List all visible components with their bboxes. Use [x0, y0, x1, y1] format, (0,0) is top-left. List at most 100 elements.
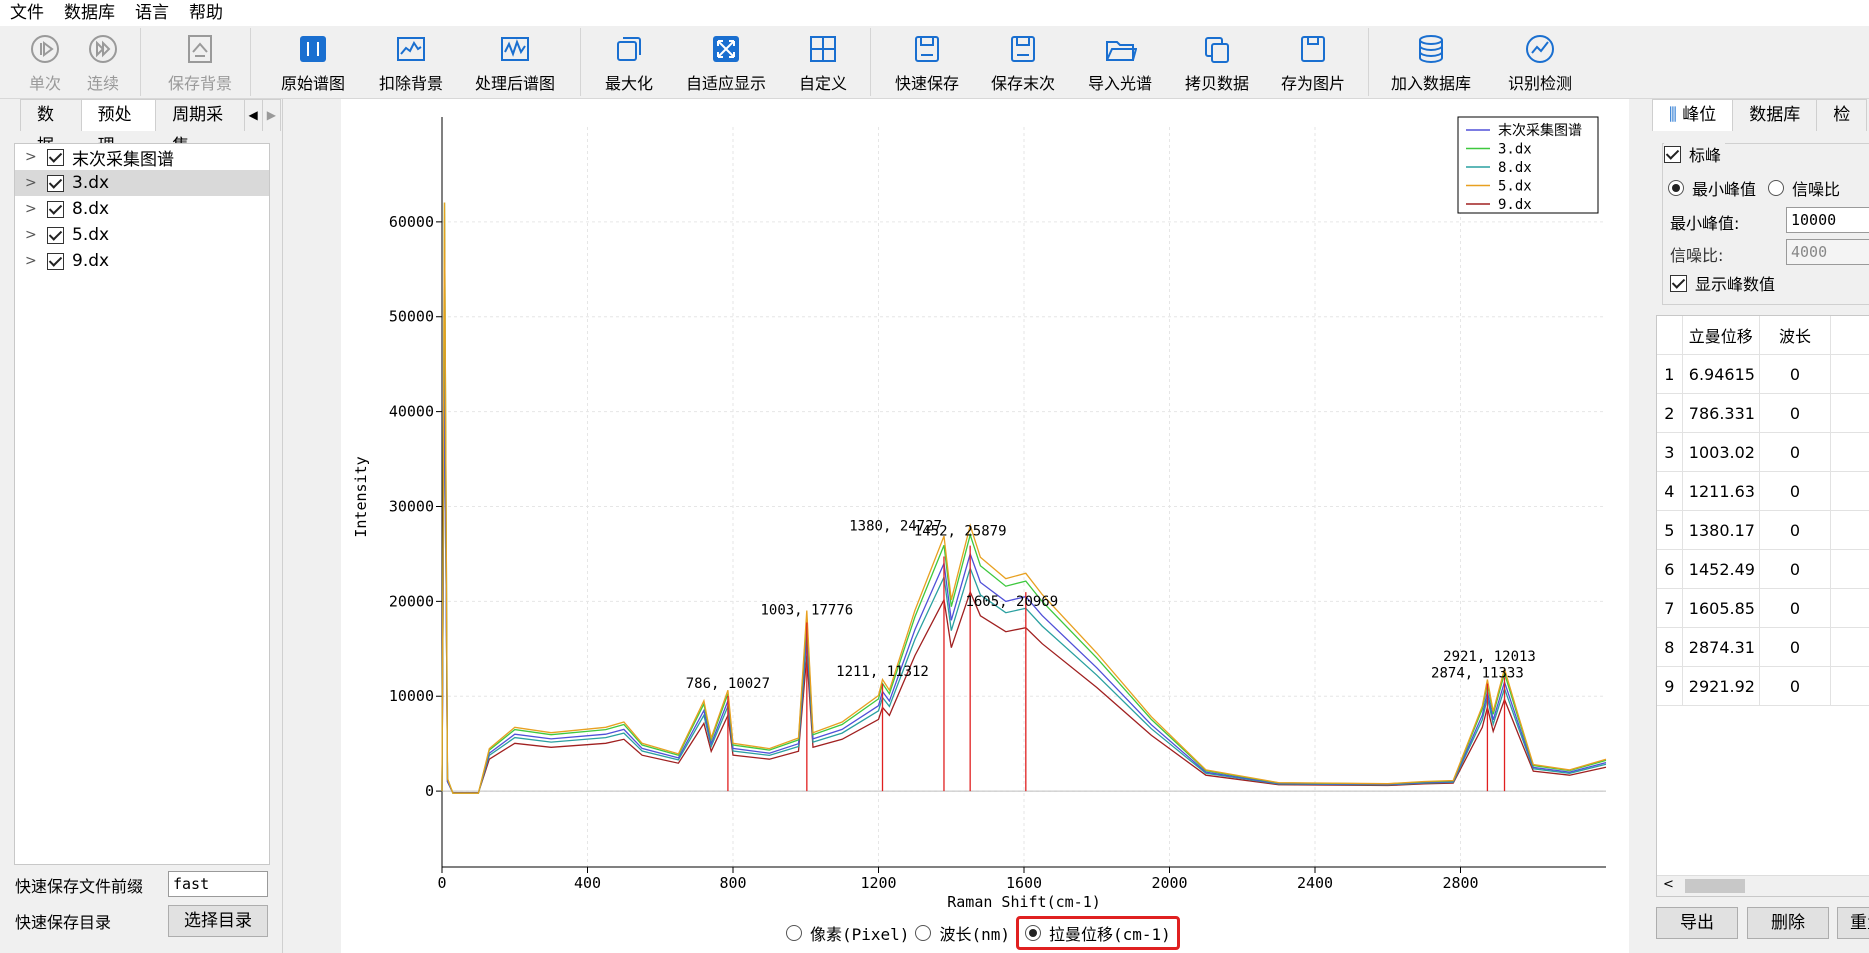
table-row[interactable]: 2 786.331 0	[1657, 393, 1869, 433]
menu-help[interactable]: 帮助	[189, 3, 223, 23]
raman-shift-cell[interactable]: 2874.31	[1682, 627, 1761, 667]
tree-item-checkbox[interactable]	[47, 174, 64, 192]
raman-shift-cell[interactable]: 1452.49	[1682, 549, 1761, 589]
wavelength-cell[interactable]: 0	[1759, 666, 1831, 706]
empty-cell[interactable]	[1830, 471, 1869, 511]
mark-peak-checkbox[interactable]	[1664, 145, 1681, 163]
tab-peaks[interactable]: ⫼ 峰位	[1652, 99, 1734, 131]
table-row[interactable]: 8 2874.31 0	[1657, 627, 1869, 667]
horizontal-scrollbar[interactable]: <	[1657, 875, 1869, 896]
export-button[interactable]: 导出	[1656, 907, 1738, 939]
delete-button[interactable]: 删除	[1747, 907, 1829, 939]
column-header-raman[interactable]: 立曼位移	[1682, 316, 1761, 355]
wavelength-cell[interactable]: 0	[1759, 510, 1831, 550]
show-values-row[interactable]: 显示峰数值	[1670, 271, 1775, 295]
chevron-right-icon[interactable]: >	[25, 227, 37, 243]
raman-shift-cell[interactable]: 2921.92	[1682, 666, 1761, 706]
quick-save-button[interactable]: 快速保存	[882, 32, 972, 96]
snr-input[interactable]	[1786, 239, 1869, 265]
add-database-button[interactable]: 加入数据库	[1386, 32, 1476, 96]
column-header-wavelength[interactable]: 波长	[1759, 316, 1831, 355]
tree-item[interactable]: >9.dx	[15, 248, 269, 274]
empty-cell[interactable]	[1830, 549, 1869, 589]
snr-radio[interactable]	[1768, 180, 1785, 196]
raman-shift-cell[interactable]: 1380.17	[1682, 510, 1761, 550]
raman-shift-cell[interactable]: 1211.63	[1682, 471, 1761, 511]
tab-scroll-right-button[interactable]: ▶	[261, 99, 281, 131]
table-row[interactable]: 5 1380.17 0	[1657, 510, 1869, 550]
menu-database[interactable]: 数据库	[64, 3, 115, 23]
choose-directory-button[interactable]: 选择目录	[168, 905, 268, 937]
tree-item[interactable]: >5.dx	[15, 222, 269, 248]
tab-detect[interactable]: 检	[1816, 99, 1868, 131]
copy-data-button[interactable]: 拷贝数据	[1172, 32, 1262, 96]
radio-wavelength[interactable]	[915, 925, 932, 941]
save-background-button[interactable]: 保存背景	[155, 32, 245, 96]
save-image-button[interactable]: 存为图片	[1268, 32, 1358, 96]
menu-file[interactable]: 文件	[10, 3, 44, 23]
tree-item[interactable]: >3.dx	[15, 170, 269, 196]
chevron-right-icon[interactable]: >	[25, 149, 37, 165]
quick-save-prefix-input[interactable]	[168, 871, 268, 897]
continuous-button[interactable]: 连续	[58, 32, 148, 96]
scrollbar-thumb[interactable]	[1685, 879, 1745, 893]
tab-scroll-left-button[interactable]: ◀	[243, 99, 263, 131]
table-row[interactable]: 1 6.94615 0	[1657, 354, 1869, 394]
tab-data[interactable]: 数据	[20, 99, 82, 156]
splitter[interactable]	[282, 99, 341, 953]
wavelength-cell[interactable]: 0	[1759, 549, 1831, 589]
min-peak-radio[interactable]	[1668, 180, 1684, 196]
tree-item-checkbox[interactable]	[47, 226, 64, 244]
tab-database[interactable]: 数据库	[1732, 99, 1818, 131]
save-last-button[interactable]: 保存末次	[978, 32, 1068, 96]
table-row[interactable]: 4 1211.63 0	[1657, 471, 1869, 511]
empty-cell[interactable]	[1830, 666, 1869, 706]
tree-item-checkbox[interactable]	[47, 252, 64, 270]
empty-cell[interactable]	[1830, 393, 1869, 433]
reset-button[interactable]: 重置	[1837, 907, 1869, 939]
maximize-button[interactable]: 最大化	[584, 32, 674, 96]
radio-pixel[interactable]	[786, 925, 802, 941]
wavelength-cell[interactable]: 0	[1759, 432, 1831, 472]
chevron-right-icon[interactable]: >	[25, 201, 37, 217]
table-row[interactable]: 7 1605.85 0	[1657, 588, 1869, 628]
table-row[interactable]: 3 1003.02 0	[1657, 432, 1869, 472]
tree-item-checkbox[interactable]	[47, 200, 64, 218]
table-row[interactable]: 6 1452.49 0	[1657, 549, 1869, 589]
auto-fit-button[interactable]: 自适应显示	[681, 32, 771, 96]
scroll-left-icon[interactable]: <	[1663, 877, 1674, 892]
raw-spectrum-button[interactable]: 原始谱图	[268, 32, 358, 96]
raman-shift-cell[interactable]: 6.94615	[1682, 354, 1761, 394]
min-peak-input[interactable]	[1786, 207, 1869, 233]
empty-cell[interactable]	[1830, 588, 1869, 628]
import-spectrum-button[interactable]: 导入光谱	[1075, 32, 1165, 96]
spectrum-chart[interactable]: 0 400 800 1200 1600 2000 2400 2800 0 10000 20000 30…	[341, 99, 1629, 914]
empty-cell[interactable]	[1830, 510, 1869, 550]
subtract-background-button[interactable]: 扣除背景	[366, 32, 456, 96]
tree-item-checkbox[interactable]	[47, 148, 64, 166]
table-row[interactable]: 9 2921.92 0	[1657, 666, 1869, 706]
raman-shift-cell[interactable]: 1605.85	[1682, 588, 1761, 628]
empty-cell[interactable]	[1830, 432, 1869, 472]
tree-item[interactable]: > 末次采集图谱	[15, 144, 269, 170]
tab-periodic[interactable]: 周期采集	[155, 99, 245, 156]
splitter[interactable]	[1629, 99, 1640, 953]
custom-button[interactable]: 自定义	[778, 32, 868, 96]
empty-cell[interactable]	[1830, 627, 1869, 667]
raman-shift-cell[interactable]: 1003.02	[1682, 432, 1761, 472]
empty-cell[interactable]	[1830, 354, 1869, 394]
radio-raman[interactable]	[1024, 925, 1041, 941]
wavelength-cell[interactable]: 0	[1759, 354, 1831, 394]
wavelength-cell[interactable]: 0	[1759, 393, 1831, 433]
wavelength-cell[interactable]: 0	[1759, 471, 1831, 511]
chevron-right-icon[interactable]: >	[25, 253, 37, 269]
show-values-checkbox[interactable]	[1670, 274, 1687, 292]
single-button[interactable]: 单次	[0, 32, 90, 96]
tree-item[interactable]: >8.dx	[15, 196, 269, 222]
min-peak-radio-row[interactable]: 最小峰值 信噪比	[1668, 176, 1840, 200]
identify-button[interactable]: 识别检测	[1495, 32, 1585, 96]
menu-language[interactable]: 语言	[135, 3, 169, 23]
wavelength-cell[interactable]: 0	[1759, 588, 1831, 628]
tab-preprocess[interactable]: 预处理	[80, 99, 157, 156]
processed-spectrum-button[interactable]: 处理后谱图	[470, 32, 560, 96]
